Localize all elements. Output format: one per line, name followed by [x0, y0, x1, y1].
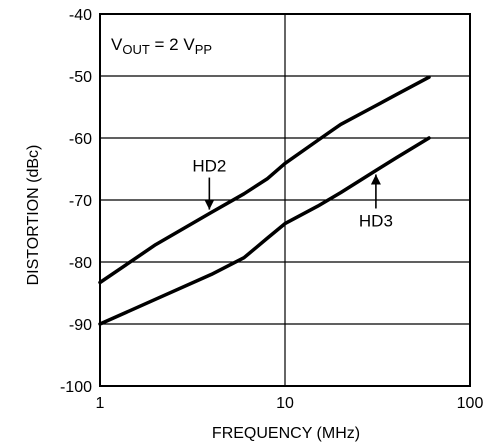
annotations: HD2 HD3: [192, 157, 393, 231]
annotation-hd2: HD2: [192, 157, 226, 176]
grid: [100, 14, 470, 386]
condition-pp-sub: PP: [195, 42, 212, 57]
condition-eq: = 2 V: [150, 35, 196, 54]
y-tick-label: -80: [69, 255, 92, 272]
y-tick-label: -60: [69, 131, 92, 148]
y-tick-labels: -100 -90 -80 -70 -60 -50 -40: [60, 7, 92, 396]
y-axis-label: DISTORTION (dBc): [25, 145, 42, 286]
y-tick-label: -90: [69, 317, 92, 334]
y-tick-label: -50: [69, 69, 92, 86]
plot-frame: [99, 13, 471, 387]
x-tick-labels: 1 10 100: [96, 395, 484, 412]
annotation-hd2-arrowhead: [204, 199, 215, 210]
y-tick-label: -40: [69, 7, 92, 24]
x-tick-label: 100: [457, 395, 484, 412]
series-line-hd2: [98, 75, 431, 285]
annotation-hd3-arrowhead: [370, 174, 381, 185]
condition-v-sub: OUT: [122, 42, 150, 57]
x-tick-label: 10: [276, 395, 294, 412]
x-axis-label: FREQUENCY (MHz): [212, 425, 360, 442]
y-tick-label: -100: [60, 379, 92, 396]
series-group: [98, 75, 431, 326]
y-tick-label: -70: [69, 193, 92, 210]
annotation-hd3: HD3: [359, 211, 393, 230]
condition-label: VOUT = 2 VPP: [111, 35, 212, 57]
series-line-hd3: [98, 136, 431, 326]
x-tick-label: 1: [96, 395, 105, 412]
condition-v: V: [111, 35, 123, 54]
